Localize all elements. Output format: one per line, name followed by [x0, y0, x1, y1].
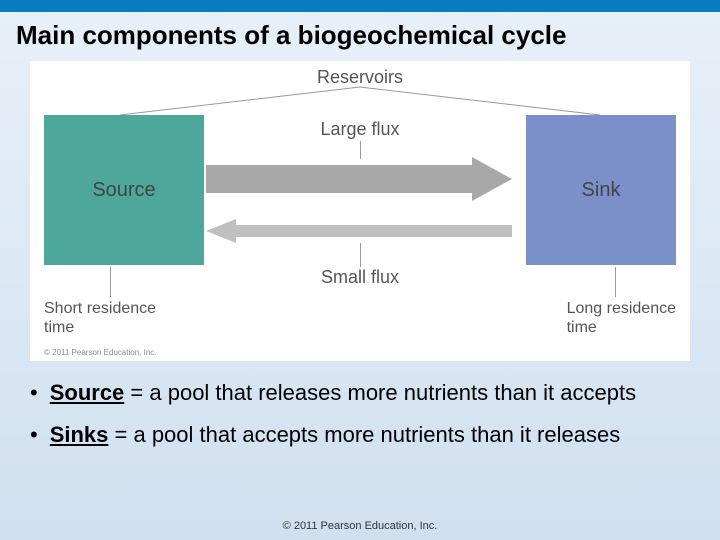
bullet-list: • Source = a pool that releases more nut… — [28, 379, 692, 448]
short-residence-line2: time — [44, 318, 156, 337]
bullet-text: Source = a pool that releases more nutri… — [50, 379, 636, 407]
bullet-def: = a pool that releases more nutrients th… — [124, 380, 636, 405]
bullet-item: • Source = a pool that releases more nut… — [28, 379, 692, 407]
short-residence-line1: Short residence — [44, 299, 156, 318]
bullet-dot-icon: • — [30, 379, 38, 407]
slide-title: Main components of a biogeochemical cycl… — [0, 12, 720, 55]
source-label: Source — [92, 179, 155, 202]
long-residence-label: Long residence time — [567, 299, 676, 337]
small-flux-pointer-line — [360, 243, 361, 267]
footer-copyright: © 2011 Pearson Education, Inc. — [283, 520, 438, 532]
short-residence-pointer-line — [110, 267, 111, 297]
short-residence-label: Short residence time — [44, 299, 156, 337]
top-accent-bar — [0, 0, 720, 12]
bullet-text: Sinks = a pool that accepts more nutrien… — [50, 421, 621, 449]
bullet-def: = a pool that accepts more nutrients tha… — [108, 422, 620, 447]
sink-reservoir-box: Sink — [526, 115, 676, 265]
large-flux-arrow — [206, 157, 512, 201]
bullet-item: • Sinks = a pool that accepts more nutri… — [28, 421, 692, 449]
sink-label: Sink — [582, 179, 621, 202]
source-reservoir-box: Source — [44, 115, 204, 265]
small-flux-arrow — [206, 219, 512, 243]
diagram-container: Reservoirs Source Sink Large flux Small … — [30, 61, 690, 361]
long-residence-line2: time — [567, 318, 676, 337]
long-residence-line1: Long residence — [567, 299, 676, 318]
reservoirs-connector-lines — [30, 79, 690, 119]
bullet-dot-icon: • — [30, 421, 38, 449]
long-residence-pointer-line — [615, 267, 616, 297]
diagram-copyright: © 2011 Pearson Education, Inc. — [44, 348, 156, 357]
large-flux-label: Large flux — [320, 119, 399, 140]
bullet-term: Sinks — [50, 422, 109, 447]
small-flux-label: Small flux — [321, 267, 399, 288]
bullet-term: Source — [50, 380, 125, 405]
